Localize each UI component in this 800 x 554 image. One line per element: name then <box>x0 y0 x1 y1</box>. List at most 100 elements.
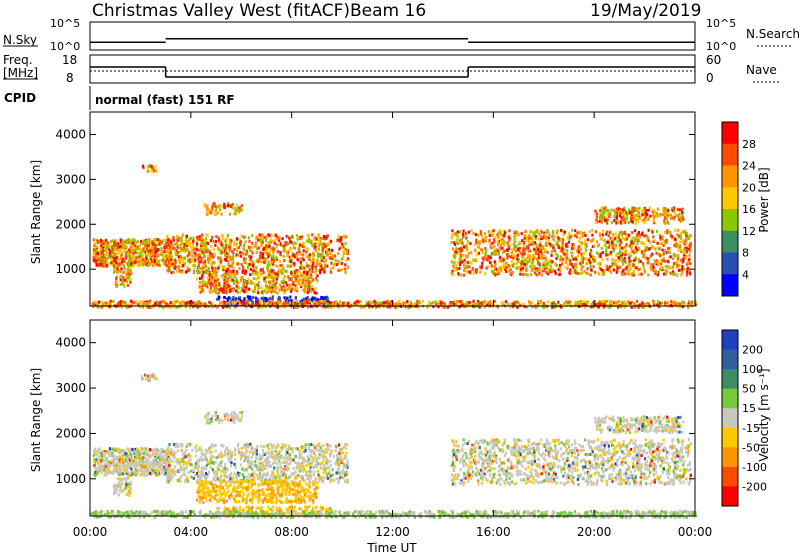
echo-cell <box>595 240 599 244</box>
echo-cell <box>601 217 604 221</box>
echo-cell <box>251 302 255 306</box>
echo-cell <box>520 264 523 268</box>
echo-cell <box>191 243 195 247</box>
echo-cell <box>628 259 631 263</box>
echo-cell <box>321 267 324 271</box>
echo-cell <box>560 305 563 309</box>
echo-cell <box>144 243 147 247</box>
echo-cell <box>235 277 238 281</box>
echo-cell <box>561 244 564 248</box>
echo-cell <box>567 263 570 267</box>
echo-cell <box>538 249 541 253</box>
echo-cell <box>486 254 489 258</box>
echo-cell <box>259 299 262 303</box>
echo-cell <box>594 230 598 234</box>
echo-cell <box>104 246 107 250</box>
echo-cell <box>544 266 547 270</box>
echo-cell <box>313 291 316 295</box>
echo-cell <box>679 305 682 309</box>
echo-cell <box>579 261 582 265</box>
echo-cell <box>618 300 621 304</box>
echo-cell <box>636 207 639 211</box>
echo-cell <box>570 247 574 251</box>
echo-cell <box>296 269 299 273</box>
echo-cell <box>480 265 483 269</box>
echo-cell <box>206 241 209 245</box>
echo-cell <box>250 305 253 309</box>
echo-cell <box>200 237 203 241</box>
echo-cell <box>221 289 224 293</box>
echo-cell <box>682 303 685 307</box>
echo-cell <box>663 259 667 263</box>
echo-cell <box>466 300 469 304</box>
echo-cell <box>154 247 157 251</box>
echo-cell <box>668 247 671 251</box>
echo-cell <box>146 463 149 467</box>
echo-cell <box>282 277 285 281</box>
echo-cell <box>255 270 259 274</box>
echo-cell <box>272 279 275 283</box>
echo-cell <box>661 237 664 241</box>
echo-cell <box>311 299 314 303</box>
echo-cell <box>170 257 173 261</box>
echo-cell <box>251 272 254 276</box>
echo-cell <box>122 278 125 282</box>
echo-cell <box>642 262 645 266</box>
echo-cell <box>92 305 95 309</box>
echo-cell <box>123 243 126 247</box>
echo-cell <box>642 267 646 271</box>
echo-cell <box>129 252 132 256</box>
echo-cell <box>251 251 254 255</box>
echo-cell <box>631 206 634 210</box>
echo-cell <box>651 228 654 232</box>
echo-cell <box>256 273 259 277</box>
echo-cell <box>665 240 668 244</box>
echo-cell <box>331 261 335 265</box>
echo-cell <box>224 239 227 243</box>
echo-cell <box>642 234 646 238</box>
echo-cell <box>212 202 215 206</box>
echo-cell <box>153 255 157 259</box>
echo-cell <box>685 250 688 254</box>
echo-cell <box>271 295 274 299</box>
echo-cell <box>666 265 669 269</box>
echo-cell <box>294 288 297 292</box>
echo-cell <box>546 250 549 254</box>
echo-cell <box>367 300 370 304</box>
echo-cell <box>642 208 645 212</box>
echo-cell <box>628 254 631 258</box>
echo-cell <box>248 295 251 299</box>
echo-cell <box>603 219 607 223</box>
echo-cell <box>483 232 487 236</box>
echo-cell <box>611 246 614 250</box>
echo-cell <box>266 285 269 289</box>
echo-cell <box>264 280 267 284</box>
echo-cell <box>290 241 293 245</box>
echo-cell <box>534 234 537 238</box>
echo-cell <box>546 300 550 304</box>
echo-cell <box>282 248 285 252</box>
echo-cell <box>275 256 278 260</box>
echo-cell <box>455 267 458 271</box>
echo-cell <box>158 301 161 305</box>
echo-cell <box>140 305 143 309</box>
echo-cell <box>313 252 316 256</box>
echo-cell <box>594 270 597 274</box>
echo-cell <box>574 257 577 261</box>
echo-cell <box>609 214 612 218</box>
echo-cell <box>241 300 245 304</box>
echo-cell <box>662 243 665 247</box>
echo-cell <box>199 260 202 264</box>
echo-cell <box>170 271 173 275</box>
echo-cell <box>622 268 625 272</box>
echo-cell <box>111 239 114 243</box>
echo-cell <box>325 250 329 254</box>
echo-cell <box>559 245 563 249</box>
echo-cell <box>249 273 252 277</box>
echo-cell <box>649 267 653 271</box>
echo-cell <box>217 266 220 270</box>
echo-cell <box>201 243 204 247</box>
echo-cell <box>324 234 328 238</box>
echo-cell <box>312 257 315 261</box>
echo-cell <box>324 258 328 262</box>
